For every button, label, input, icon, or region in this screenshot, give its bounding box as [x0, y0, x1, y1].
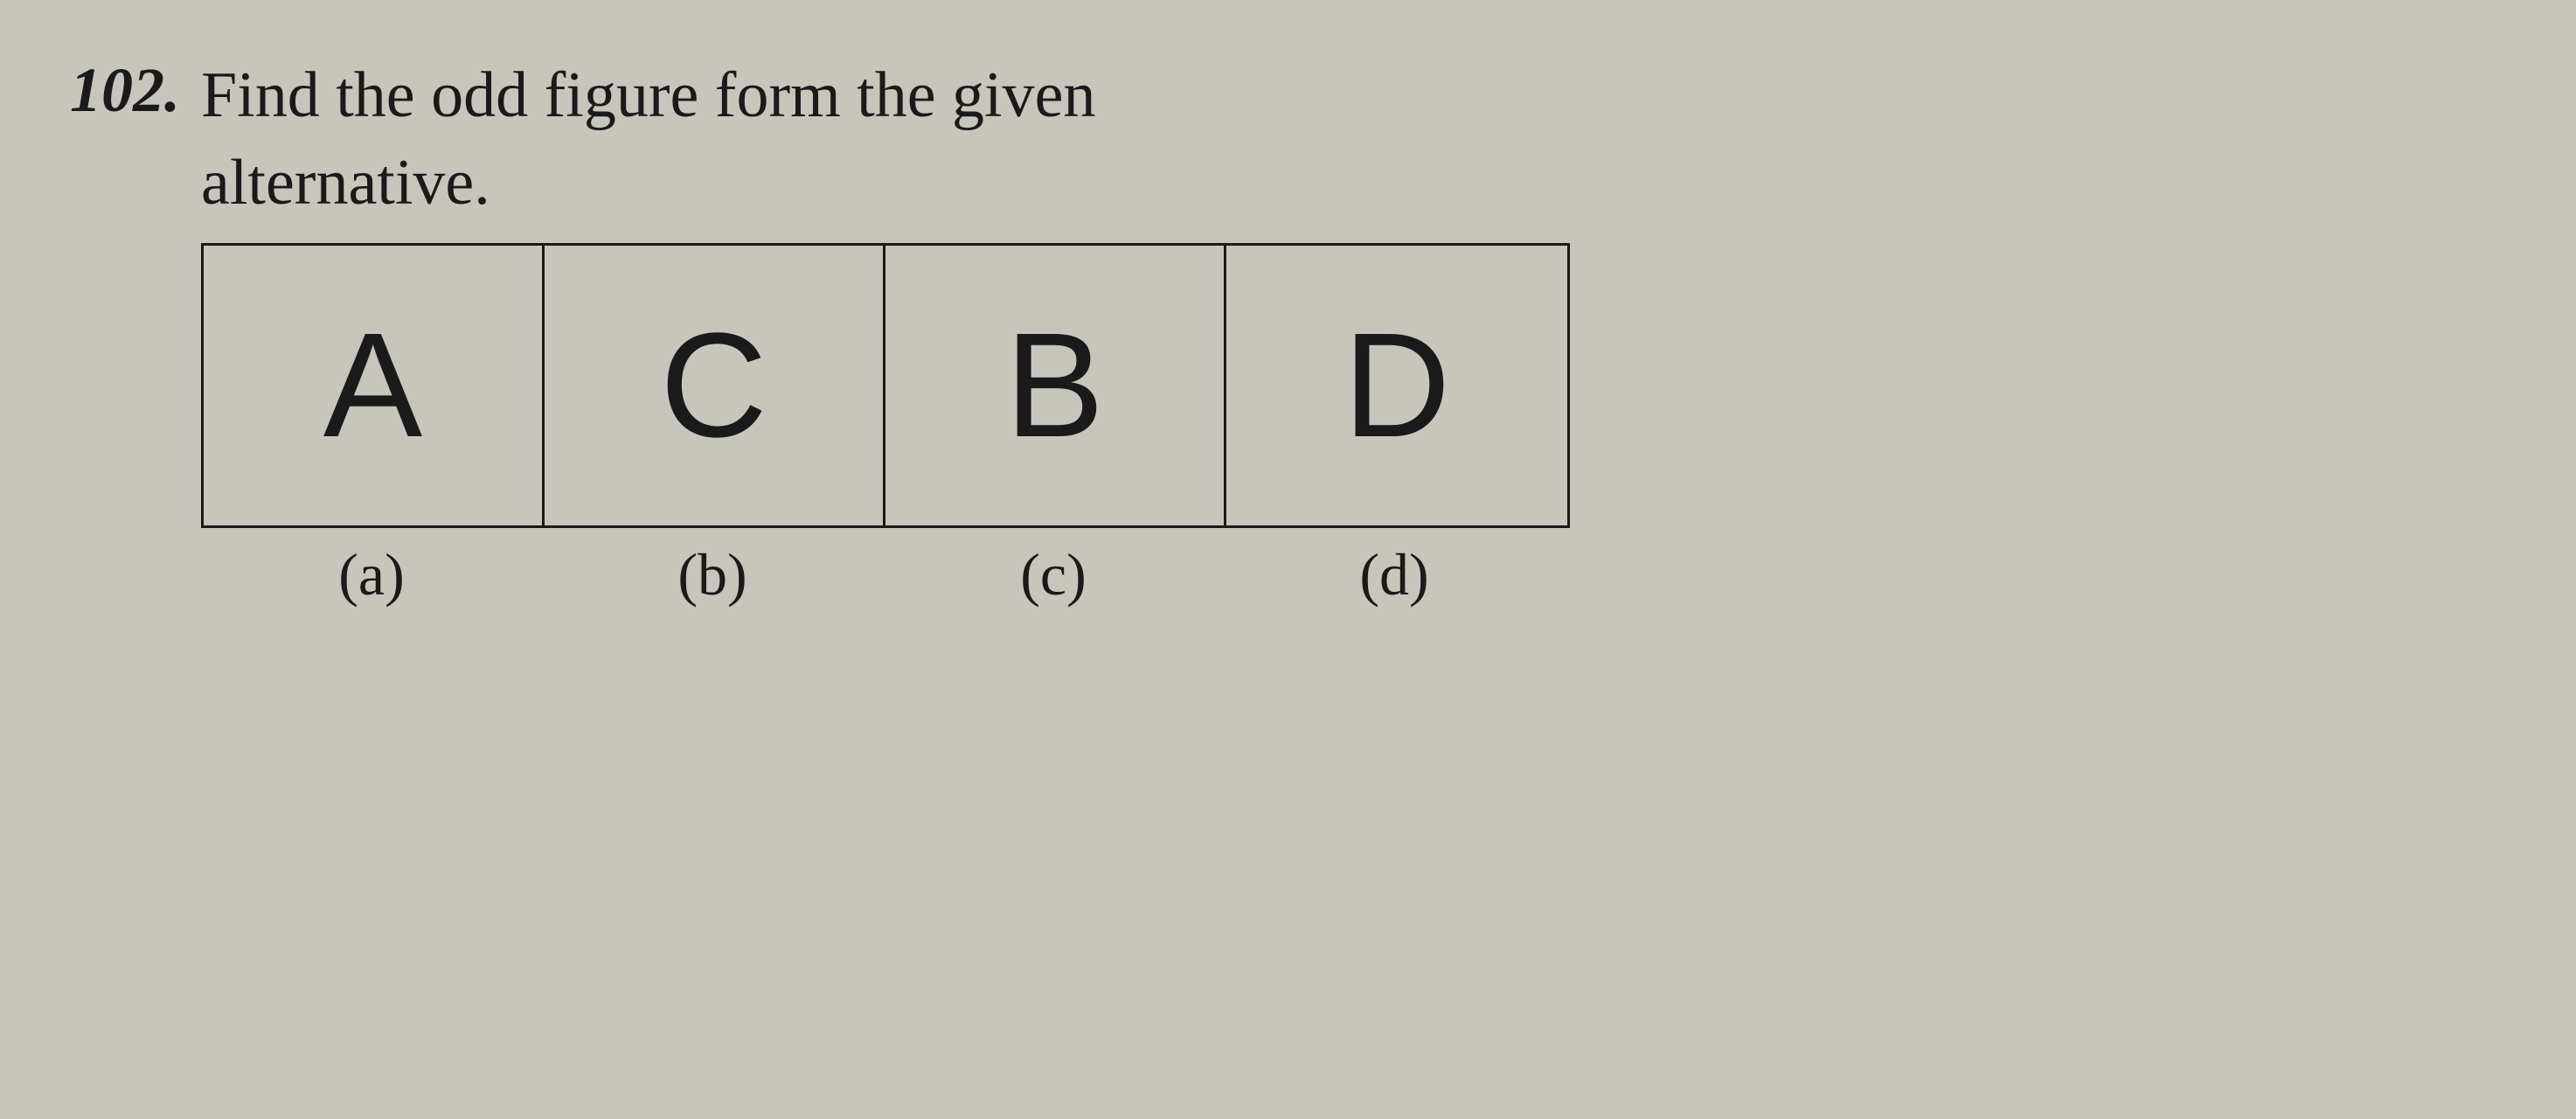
figure-box-c: B: [885, 246, 1226, 525]
box-letter: C: [660, 311, 767, 460]
box-letter: B: [1005, 311, 1104, 460]
question-text-line-2: alternative.: [201, 147, 490, 219]
question-container: 102. Find the odd figure form the given …: [70, 52, 2506, 609]
question-text: Find the odd figure form the given alter…: [201, 52, 2506, 227]
question-body: Find the odd figure form the given alter…: [201, 52, 2506, 609]
box-letter: A: [323, 311, 422, 460]
option-a[interactable]: (a): [201, 540, 542, 609]
figure-boxes-row: A C B D: [201, 243, 1570, 528]
question-number: 102.: [70, 52, 180, 128]
option-label: (b): [677, 540, 746, 609]
option-d[interactable]: (d): [1224, 540, 1565, 609]
options-row: (a) (b) (c) (d): [201, 540, 1565, 609]
option-label: (a): [338, 540, 404, 609]
option-b[interactable]: (b): [542, 540, 883, 609]
question-text-line-1: Find the odd figure form the given: [201, 59, 1095, 131]
figure-box-b: C: [545, 246, 885, 525]
option-label: (c): [1020, 540, 1086, 609]
figure-box-d: D: [1226, 246, 1567, 525]
option-c[interactable]: (c): [883, 540, 1224, 609]
box-letter: D: [1344, 311, 1451, 460]
figure-box-a: A: [204, 246, 545, 525]
option-label: (d): [1359, 540, 1428, 609]
